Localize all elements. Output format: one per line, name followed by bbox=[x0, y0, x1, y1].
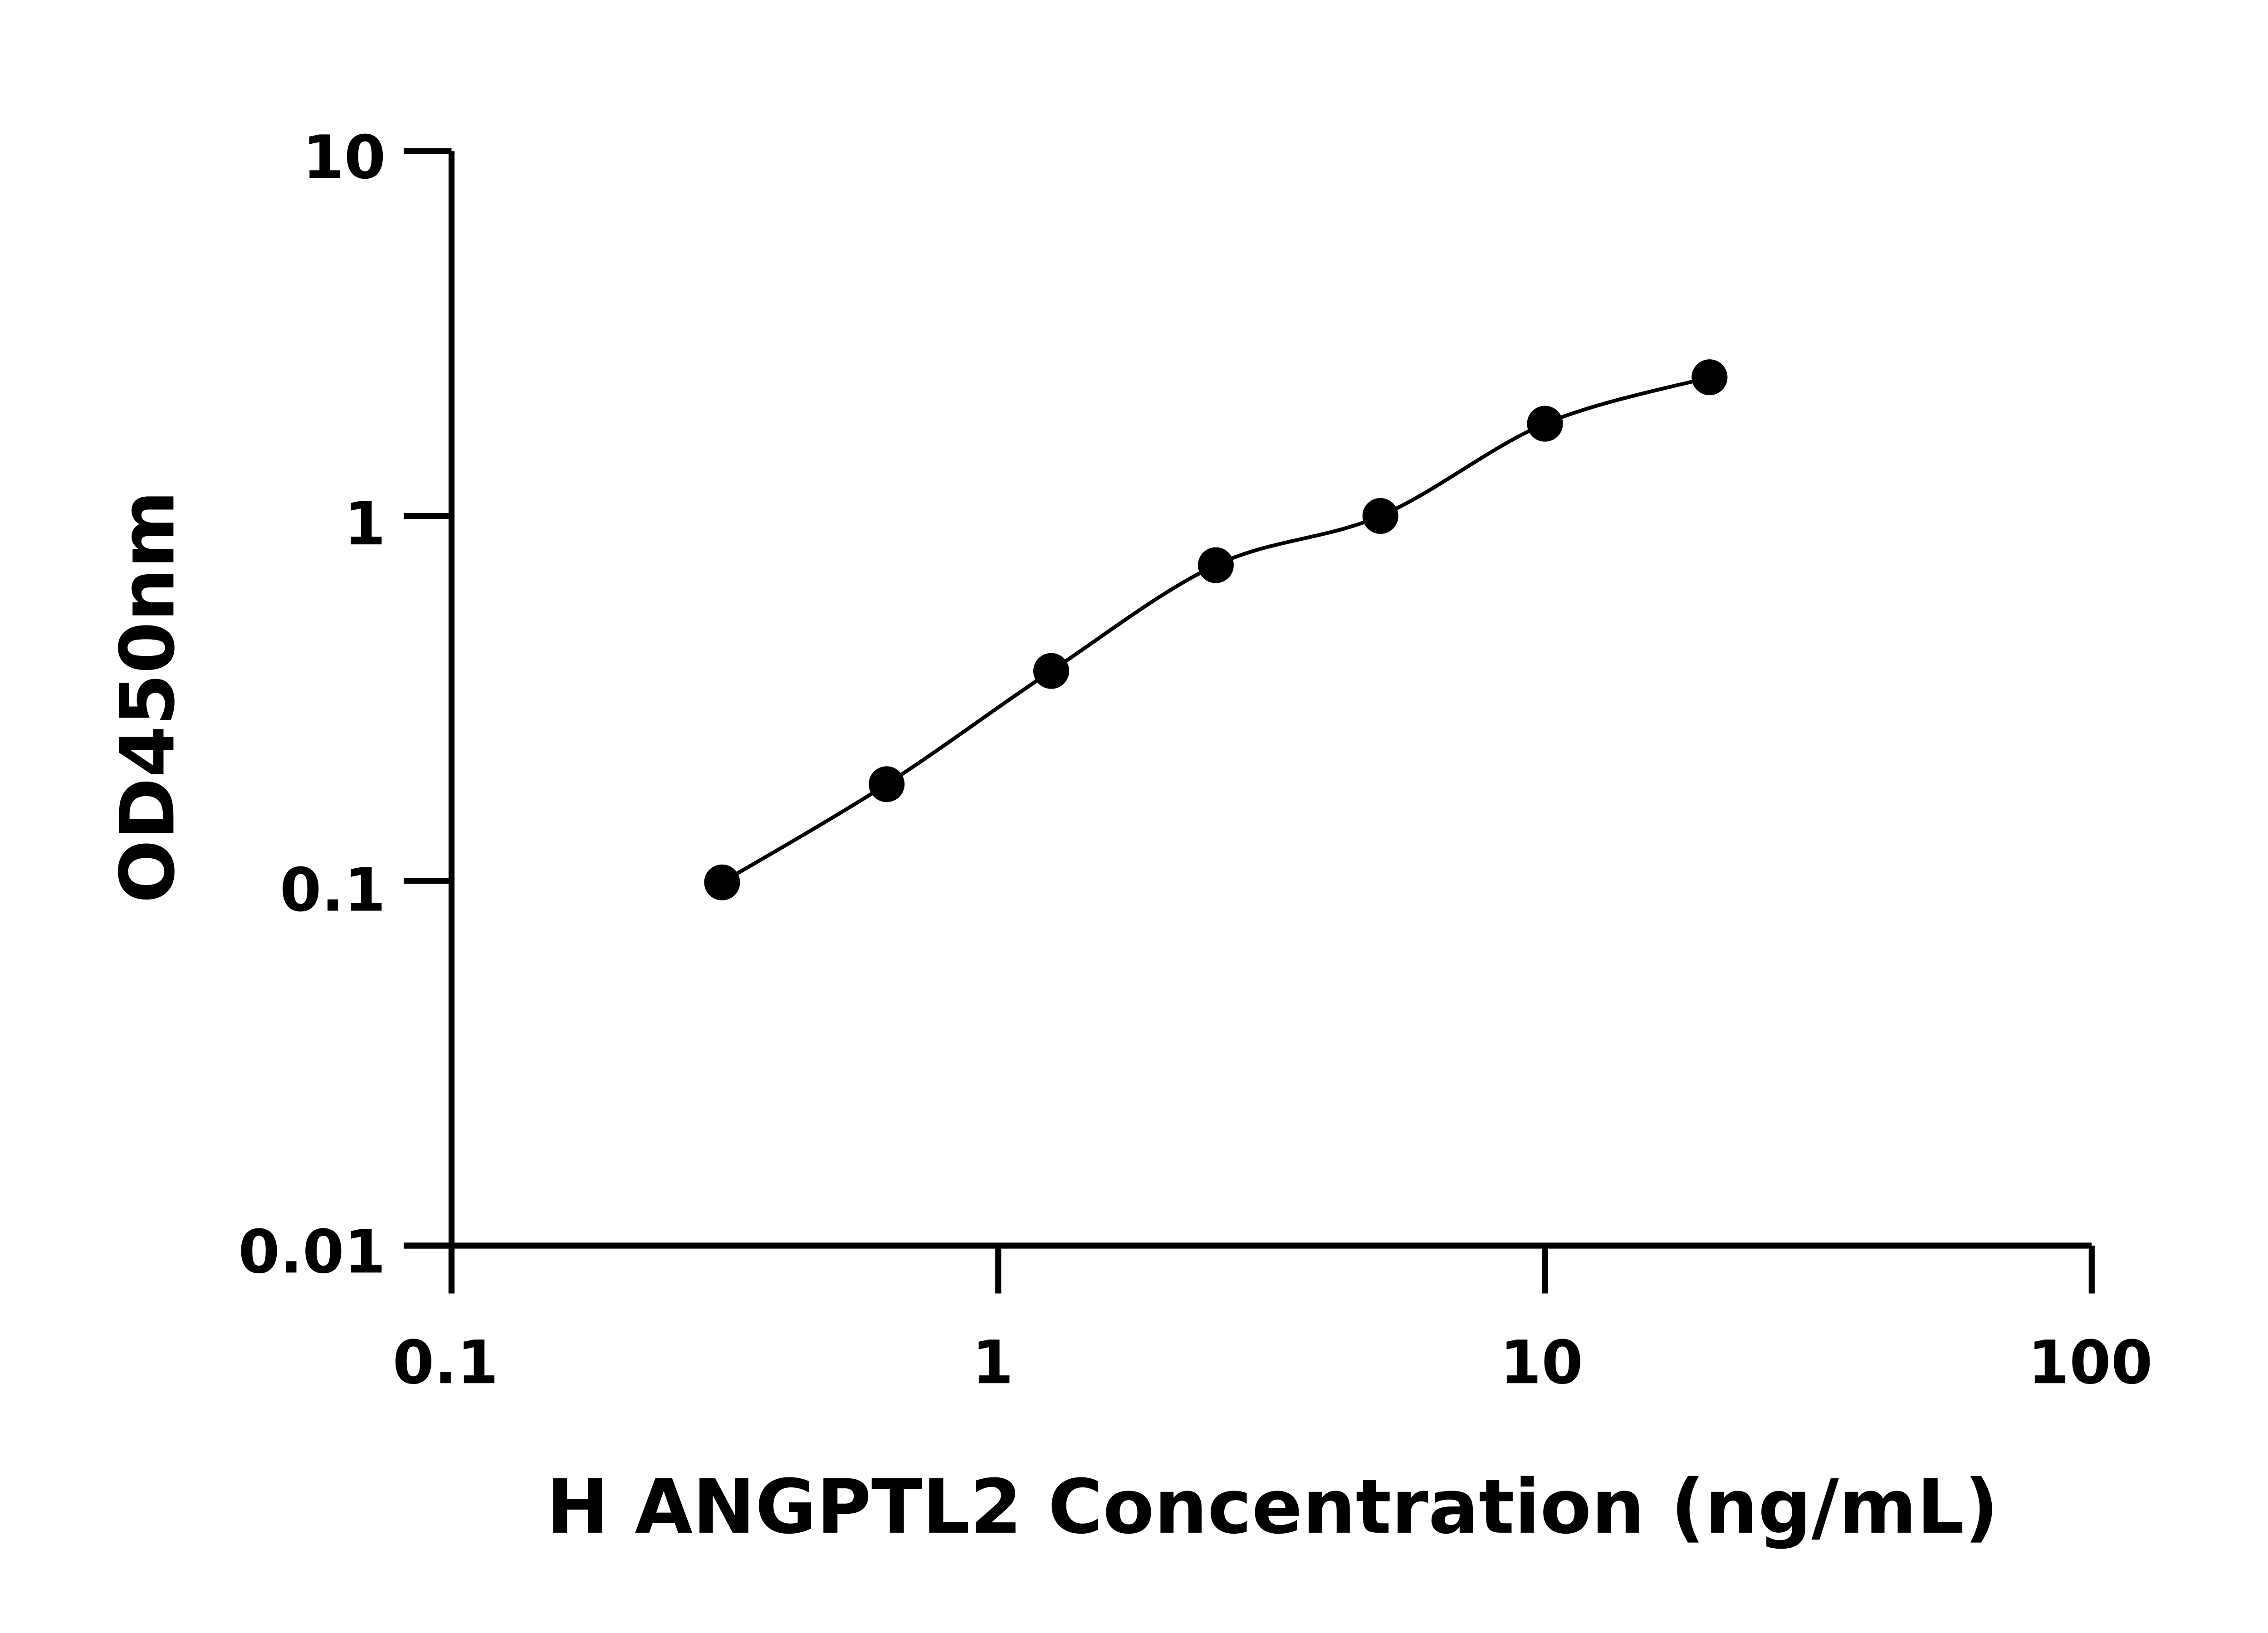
data-points bbox=[704, 359, 1728, 900]
y-tick-label: 10 bbox=[303, 123, 386, 193]
y-tick-label: 0.01 bbox=[238, 1217, 386, 1287]
fit-curve bbox=[721, 375, 1710, 884]
x-tick-label: 10 bbox=[1500, 1328, 1583, 1398]
data-point bbox=[1691, 359, 1728, 396]
data-point bbox=[869, 766, 905, 802]
x-axis-label: H ANGPTL2 Concentration (ng/mL) bbox=[546, 1463, 1999, 1550]
x-tick-labels: 0.1 1 10 100 bbox=[392, 1328, 2152, 1398]
x-tick-label: 0.1 bbox=[392, 1328, 499, 1398]
data-point bbox=[704, 864, 740, 900]
x-tick-label: 1 bbox=[972, 1328, 1014, 1398]
y-tick-labels: 0.01 0.1 1 10 bbox=[238, 123, 386, 1287]
y-tick-label: 1 bbox=[344, 489, 386, 559]
y-axis-label: OD450nm bbox=[104, 490, 191, 903]
y-tick-label: 0.1 bbox=[280, 856, 386, 925]
data-point bbox=[1198, 547, 1234, 583]
data-point bbox=[1527, 406, 1563, 442]
data-point bbox=[1033, 653, 1070, 689]
axes bbox=[403, 148, 2095, 1294]
data-point bbox=[1362, 498, 1398, 534]
x-tick-label: 100 bbox=[2028, 1328, 2152, 1398]
